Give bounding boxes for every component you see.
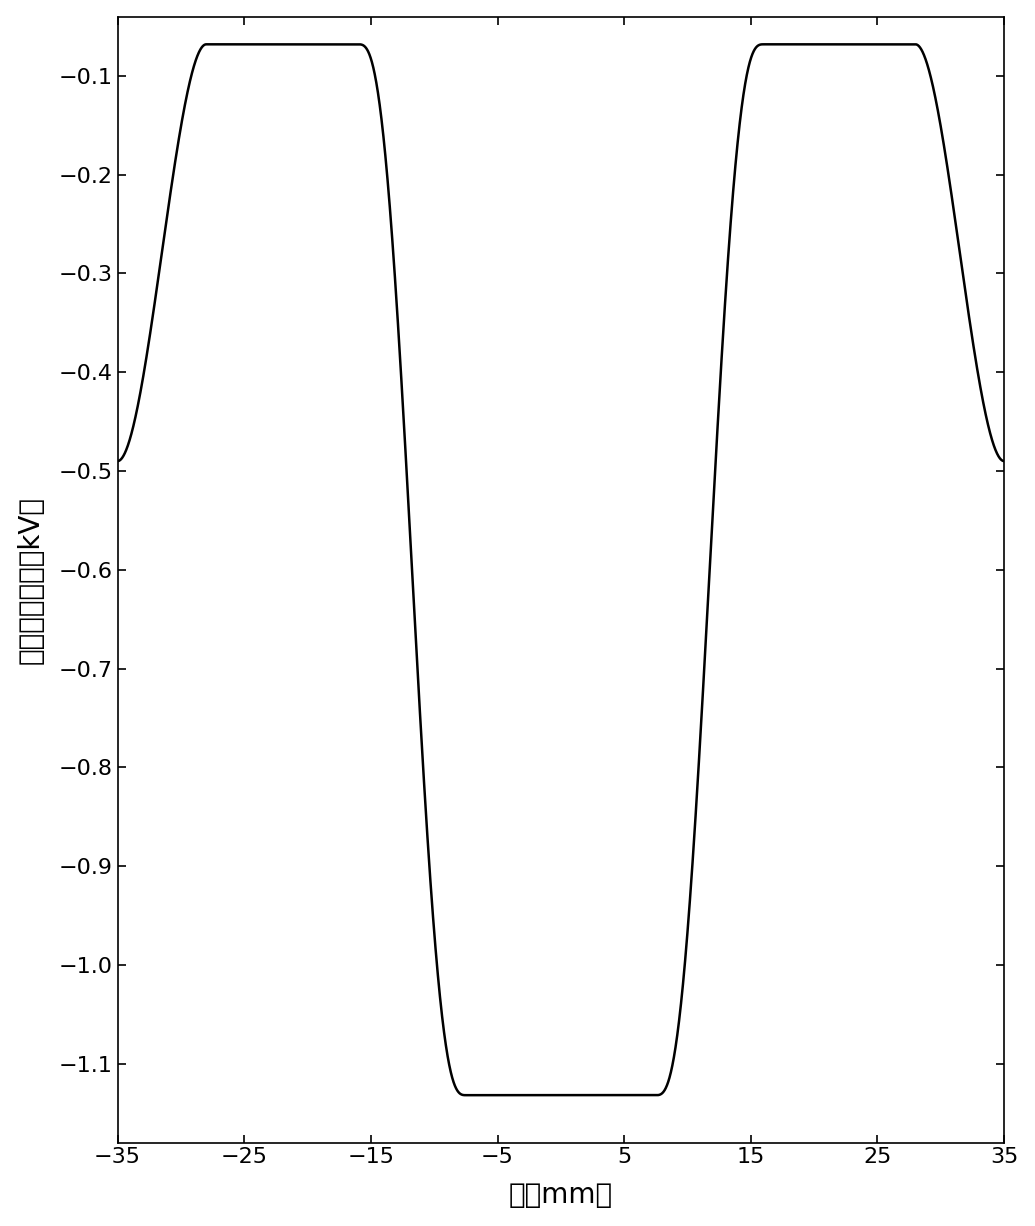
Y-axis label: 样品表面电势（kV）: 样品表面电势（kV） — [17, 495, 45, 663]
X-axis label: 长（mm）: 长（mm） — [509, 1182, 613, 1209]
